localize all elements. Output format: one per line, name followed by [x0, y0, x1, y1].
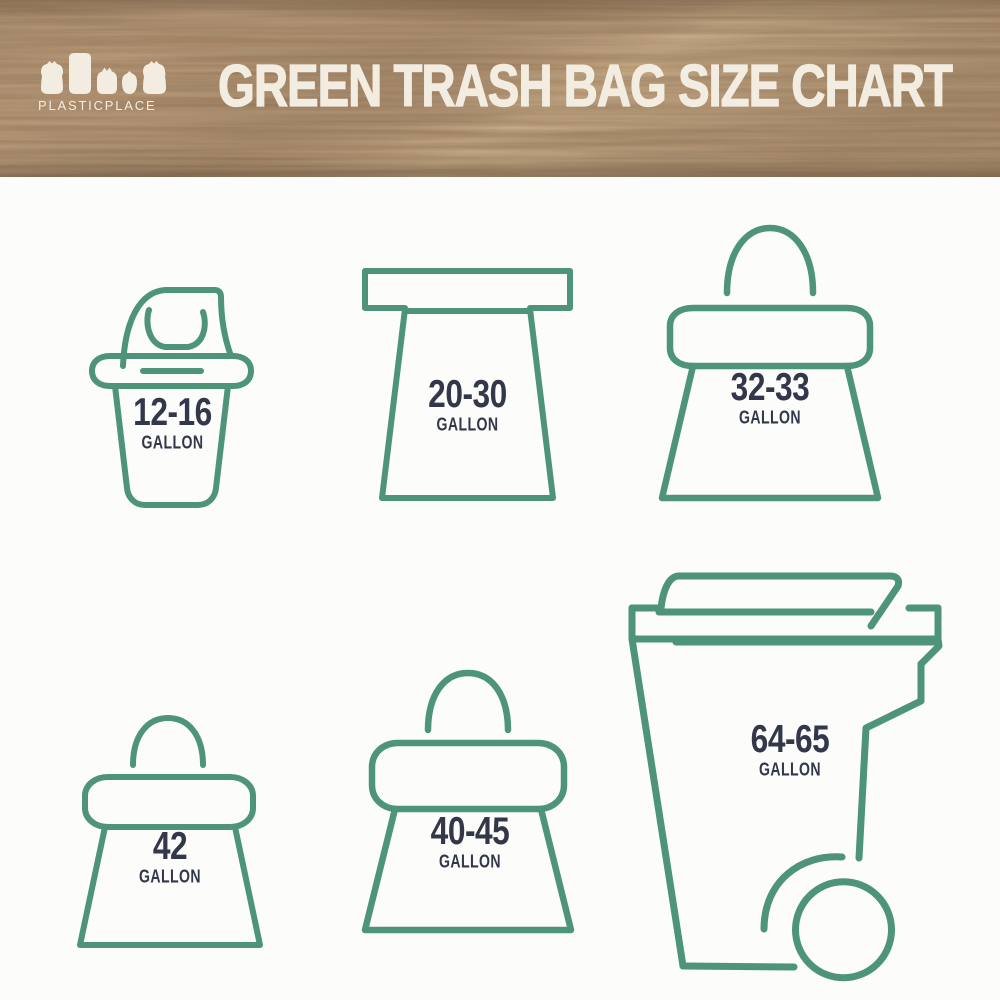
svg-text:PLASTICPLACE: PLASTICPLACE [38, 98, 156, 113]
